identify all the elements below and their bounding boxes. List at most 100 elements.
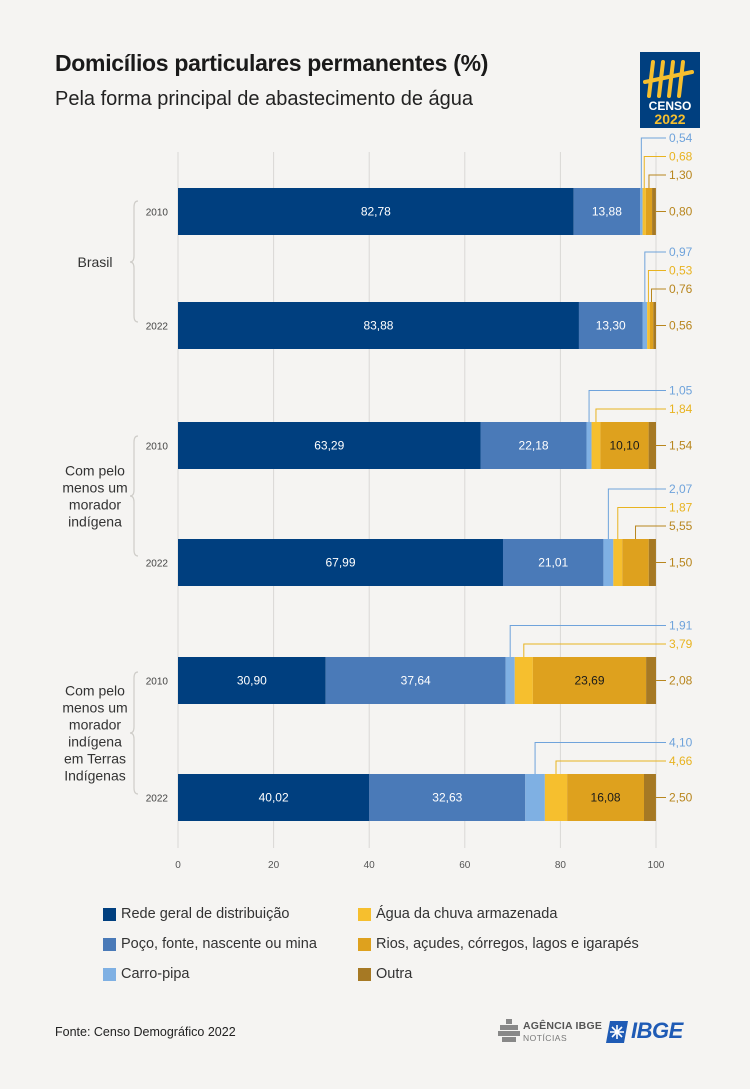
data-label: 4,66 (669, 754, 693, 768)
group-brace (129, 671, 139, 795)
data-label: 1,91 (669, 619, 693, 633)
legend-label: Carro-pipa (121, 966, 190, 982)
year-label: 2010 (146, 208, 169, 219)
bar-segment (178, 422, 481, 469)
bar-segment (642, 302, 648, 349)
legend-label: Outra (376, 966, 413, 982)
chart-legend: Rede geral de distribuição Poço, fonte, n… (103, 906, 703, 996)
data-label: 21,01 (538, 556, 568, 570)
group-label: Com pelo (65, 463, 125, 479)
data-label: 23,69 (574, 674, 604, 688)
bar-segment (648, 422, 656, 469)
x-tick-label: 20 (268, 860, 280, 871)
bar-segment (178, 188, 574, 235)
legend-item: Rede geral de distribuição (103, 906, 289, 922)
group-label: Brasil (77, 254, 112, 270)
legend-swatch (358, 907, 371, 921)
legend-label: Rede geral de distribuição (121, 906, 290, 922)
bar-segment (649, 302, 654, 349)
callout-line (588, 390, 666, 422)
year-label: 2022 (146, 559, 169, 570)
callout-line (555, 760, 666, 774)
legend-swatch (103, 907, 116, 921)
data-label: 10,10 (609, 439, 639, 453)
data-label: 5,55 (669, 519, 693, 533)
bar-segment (642, 188, 646, 235)
data-label: 30,90 (237, 674, 267, 688)
data-label: 1,50 (669, 556, 693, 570)
data-label: 0,97 (669, 245, 693, 259)
data-label: 0,56 (669, 319, 693, 333)
data-label: 37,64 (401, 674, 431, 688)
year-label: 2022 (146, 794, 169, 805)
source-note: Fonte: Censo Demográfico 2022 (55, 1025, 236, 1039)
bar-segment (178, 539, 503, 586)
agencia-name: AGÊNCIA IBGE (523, 1020, 603, 1032)
chart-title: Domicílios particulares permanentes (%) (55, 50, 489, 76)
legend-item: Rios, açudes, córregos, lagos e igarapés (358, 936, 639, 952)
bar-segment (591, 422, 601, 469)
data-label: 82,78 (361, 205, 391, 219)
data-label: 83,88 (363, 319, 393, 333)
bar-segment (514, 657, 533, 704)
legend-swatch (103, 967, 116, 981)
group-label: em Terras (64, 751, 126, 767)
data-label: 1,30 (669, 168, 693, 182)
ibge-name: IBGE (631, 1018, 683, 1043)
legend-swatch (358, 967, 371, 981)
callout-line (534, 742, 666, 774)
data-label: 67,99 (325, 556, 355, 570)
bar-segment (640, 188, 643, 235)
legend-label: Água da chuva armazenada (376, 906, 558, 922)
data-label: 4,10 (669, 736, 693, 750)
legend-label: Poço, fonte, nascente ou mina (121, 936, 317, 952)
bar-segment (586, 422, 592, 469)
bar-segment (544, 774, 568, 821)
bar-segment (600, 422, 649, 469)
callout-line (651, 288, 666, 302)
year-label: 2022 (146, 322, 169, 333)
bar-segment (567, 774, 645, 821)
group-label: Indígenas (64, 768, 126, 784)
x-tick-label: 60 (459, 860, 471, 871)
legend-item: Água da chuva armazenada (358, 906, 557, 922)
callout-line (595, 408, 666, 422)
group-label: Com pelo (65, 683, 125, 699)
bar-segment (502, 539, 604, 586)
data-label: 1,84 (669, 402, 693, 416)
bar-segment (525, 774, 545, 821)
bar-segment (178, 774, 370, 821)
callout-line (644, 251, 666, 302)
year-label: 2010 (146, 442, 169, 453)
x-tick-label: 80 (555, 860, 567, 871)
callout-line (635, 525, 666, 539)
ibge-logo: IBGE (604, 1016, 704, 1046)
bar-segment (573, 188, 641, 235)
bar-segment (578, 302, 643, 349)
callout-line (647, 270, 666, 302)
data-label: 3,79 (669, 637, 693, 651)
data-label: 2,50 (669, 791, 693, 805)
legend-swatch (358, 937, 371, 951)
logo-text-bottom: 2022 (654, 111, 685, 127)
group-label: menos um (62, 700, 127, 716)
x-tick-label: 0 (175, 860, 181, 871)
callout-line (607, 488, 666, 539)
group-label: morador (69, 717, 121, 733)
data-label: 1,54 (669, 439, 693, 453)
bar-segment (603, 539, 614, 586)
bar-segment (178, 302, 579, 349)
year-label: 2010 (146, 677, 169, 688)
x-tick-label: 100 (648, 860, 665, 871)
bar-segment (647, 302, 650, 349)
logo-text-top: CENSO (649, 99, 692, 113)
stacked-bar-chart: 0 20 40 60 80 100 2010 82,78 13,88 0,54 0,68 1,30 0,… (62, 131, 693, 871)
callout-line (648, 174, 666, 188)
data-label: 0,53 (669, 264, 693, 278)
agencia-ibge-logo: AGÊNCIA IBGE NOTÍCIAS (498, 1018, 602, 1046)
callout-line (617, 507, 666, 539)
bar-segment (646, 657, 657, 704)
data-label: 63,29 (314, 439, 344, 453)
bar-segment (532, 657, 647, 704)
group-label: menos um (62, 480, 127, 496)
